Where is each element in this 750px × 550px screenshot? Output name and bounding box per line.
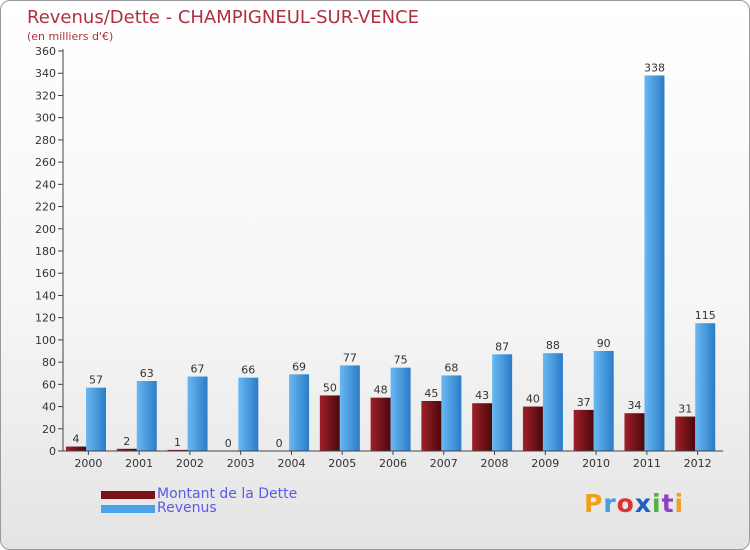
y-tick-label: 40 xyxy=(42,401,56,414)
x-tick-label: 2001 xyxy=(125,457,153,470)
x-tick-label: 2003 xyxy=(227,457,255,470)
bar-revenus-2010 xyxy=(593,351,614,451)
data-label-revenus-2012: 115 xyxy=(695,309,716,322)
data-label-montant-de-la-dette-2005: 50 xyxy=(323,381,337,394)
data-label-revenus-2002: 67 xyxy=(191,363,205,376)
x-tick-label: 2004 xyxy=(277,457,305,470)
x-tick-label: 2010 xyxy=(582,457,610,470)
x-tick-label: 2006 xyxy=(379,457,407,470)
bar-montant-de-la-dette-2010 xyxy=(573,409,594,451)
data-label-montant-de-la-dette-2004: 0 xyxy=(276,437,283,450)
x-tick-label: 2012 xyxy=(684,457,712,470)
bar-revenus-2012 xyxy=(695,323,716,451)
data-label-revenus-2008: 87 xyxy=(495,340,509,353)
x-tick-label: 2011 xyxy=(633,457,661,470)
chart-subtitle: (en milliers d'€) xyxy=(27,30,114,43)
bar-revenus-2011 xyxy=(644,75,665,451)
data-label-montant-de-la-dette-2003: 0 xyxy=(225,437,232,450)
data-label-montant-de-la-dette-2009: 40 xyxy=(526,393,540,406)
x-tick-label: 2000 xyxy=(74,457,102,470)
logo-letter: i xyxy=(652,489,662,518)
bar-montant-de-la-dette-2001 xyxy=(116,448,137,451)
data-label-revenus-2011: 338 xyxy=(644,61,665,74)
x-tick-label: 2009 xyxy=(531,457,559,470)
logo-letter: t xyxy=(661,489,675,518)
bar-montant-de-la-dette-2000 xyxy=(66,446,86,451)
y-tick-label: 100 xyxy=(35,334,56,347)
bar-montant-de-la-dette-2006 xyxy=(370,397,391,451)
bar-revenus-2002 xyxy=(187,376,208,451)
y-tick-label: 80 xyxy=(42,356,56,369)
legend-label-revenus: Revenus xyxy=(157,500,217,516)
bar-revenus-2005 xyxy=(339,365,360,451)
data-label-revenus-2004: 69 xyxy=(292,360,306,373)
data-label-montant-de-la-dette-2012: 31 xyxy=(678,403,692,416)
proxiti-logo: Proxiti xyxy=(584,489,684,518)
data-label-revenus-2003: 66 xyxy=(241,364,255,377)
data-label-revenus-2007: 68 xyxy=(444,361,458,374)
bar-revenus-2009 xyxy=(542,353,563,451)
data-label-revenus-2001: 63 xyxy=(140,367,154,380)
y-tick-label: 0 xyxy=(49,445,56,458)
data-label-montant-de-la-dette-2000: 4 xyxy=(73,433,80,446)
logo-letter: x xyxy=(634,489,652,518)
y-tick-label: 180 xyxy=(35,245,56,258)
bar-revenus-2008 xyxy=(492,354,513,451)
y-tick-label: 300 xyxy=(35,112,56,125)
bar-revenus-2001 xyxy=(136,381,157,451)
y-tick-label: 200 xyxy=(35,223,56,236)
y-tick-label: 60 xyxy=(42,378,56,391)
bar-montant-de-la-dette-2005 xyxy=(319,395,340,451)
data-label-montant-de-la-dette-2001: 2 xyxy=(123,435,130,448)
data-label-revenus-2000: 57 xyxy=(89,374,103,387)
x-tick-label: 2005 xyxy=(328,457,356,470)
bar-montant-de-la-dette-2002 xyxy=(167,449,188,451)
bar-montant-de-la-dette-2008 xyxy=(472,403,493,451)
data-label-revenus-2009: 88 xyxy=(546,339,560,352)
bar-revenus-2000 xyxy=(86,387,106,451)
data-label-montant-de-la-dette-2011: 34 xyxy=(627,399,641,412)
chart-title: Revenus/Dette - CHAMPIGNEUL-SUR-VENCE xyxy=(27,7,420,28)
data-label-montant-de-la-dette-2002: 1 xyxy=(174,436,181,449)
bar-montant-de-la-dette-2007 xyxy=(421,401,442,451)
y-tick-label: 160 xyxy=(35,267,56,280)
y-tick-label: 240 xyxy=(35,178,56,191)
bar-montant-de-la-dette-2009 xyxy=(522,406,543,451)
data-label-revenus-2006: 75 xyxy=(394,354,408,367)
x-tick-label: 2002 xyxy=(176,457,204,470)
data-label-montant-de-la-dette-2008: 43 xyxy=(475,389,489,402)
legend-label-dette: Montant de la Dette xyxy=(157,486,298,502)
bar-revenus-2006 xyxy=(390,367,411,451)
data-label-montant-de-la-dette-2010: 37 xyxy=(577,396,591,409)
y-tick-label: 280 xyxy=(35,134,56,147)
bar-revenus-2004 xyxy=(289,374,310,451)
bar-revenus-2007 xyxy=(441,375,462,451)
bar-revenus-2003 xyxy=(238,377,259,451)
logo-letter: P xyxy=(584,489,604,518)
y-tick-label: 140 xyxy=(35,289,56,302)
data-label-revenus-2010: 90 xyxy=(597,337,611,350)
logo-letter: i xyxy=(674,489,685,518)
data-label-montant-de-la-dette-2006: 48 xyxy=(374,384,388,397)
y-tick-label: 360 xyxy=(35,45,56,58)
bar-montant-de-la-dette-2011 xyxy=(624,413,645,451)
y-tick-label: 260 xyxy=(35,156,56,169)
y-tick-label: 20 xyxy=(42,423,56,436)
y-tick-label: 120 xyxy=(35,312,56,325)
bar-montant-de-la-dette-2012 xyxy=(675,416,696,451)
data-label-revenus-2005: 77 xyxy=(343,351,357,364)
x-tick-label: 2007 xyxy=(430,457,458,470)
x-tick-label: 2008 xyxy=(481,457,509,470)
legend-swatch-dette xyxy=(101,491,155,499)
logo-letter: o xyxy=(616,489,635,518)
y-tick-label: 320 xyxy=(35,89,56,102)
y-tick-label: 220 xyxy=(35,201,56,214)
legend-swatch-revenus xyxy=(101,505,155,513)
y-tick-label: 340 xyxy=(35,67,56,80)
data-label-montant-de-la-dette-2007: 45 xyxy=(424,387,438,400)
logo-letter: r xyxy=(603,489,617,518)
